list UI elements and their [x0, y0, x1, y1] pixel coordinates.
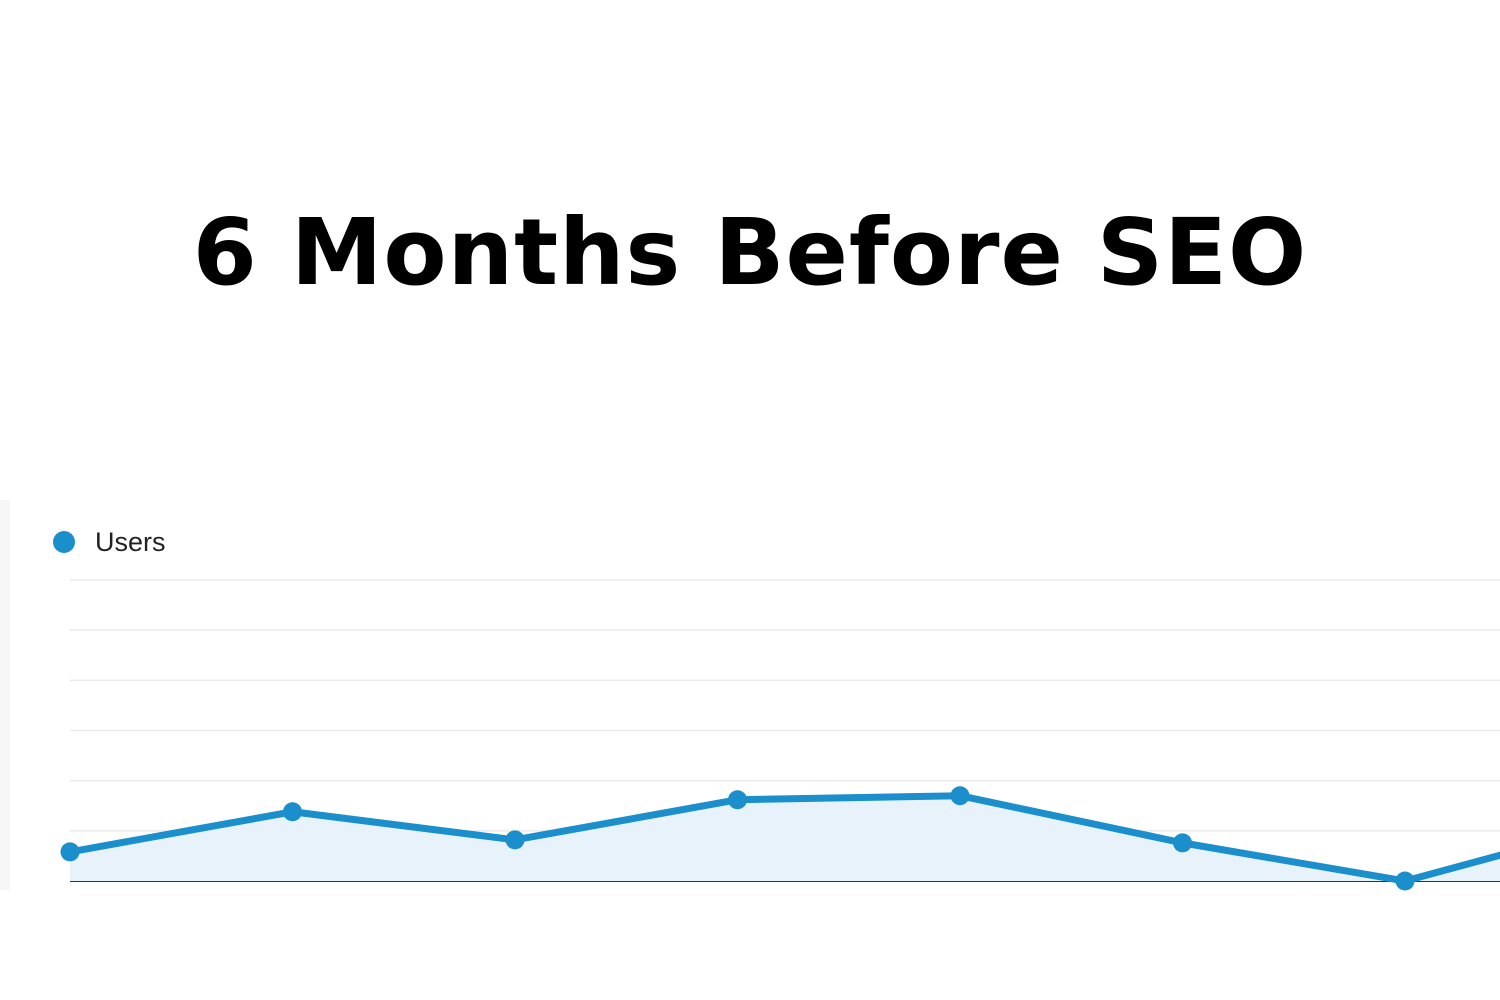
data-points — [60, 786, 1415, 891]
data-point[interactable] — [950, 786, 970, 806]
legend-label: Users — [95, 526, 166, 557]
data-point[interactable] — [728, 790, 747, 810]
area-fill — [70, 795, 1500, 881]
headline: 6 Months Before SEO — [192, 199, 1308, 306]
series-line — [69, 792, 1500, 885]
legend-dot-icon — [53, 531, 75, 553]
data-point[interactable] — [1395, 871, 1415, 891]
series-area — [70, 795, 1500, 881]
data-point[interactable] — [60, 842, 80, 862]
legend[interactable]: Users — [53, 522, 166, 562]
data-point[interactable] — [1173, 833, 1192, 853]
data-point[interactable] — [505, 830, 525, 850]
series-line-layer — [69, 792, 1500, 885]
data-point[interactable] — [283, 802, 302, 822]
